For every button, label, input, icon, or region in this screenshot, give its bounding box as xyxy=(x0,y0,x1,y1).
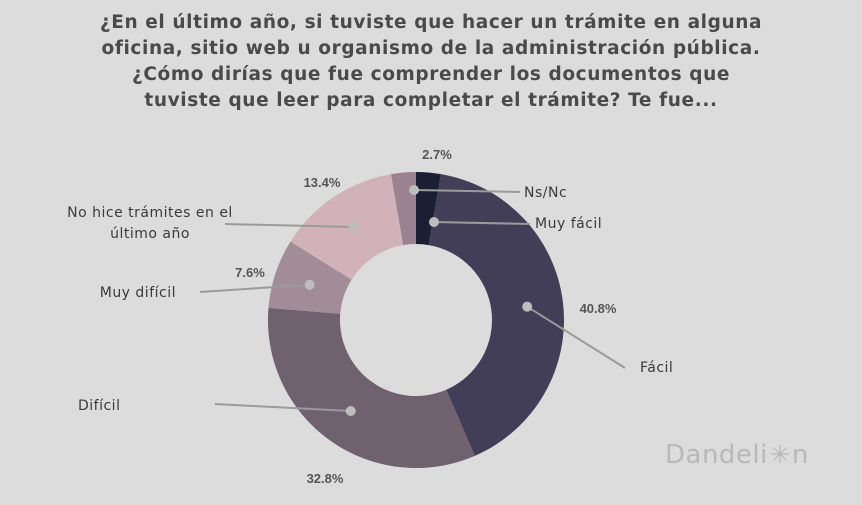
leader-line xyxy=(413,189,521,193)
title-line: oficina, sitio web u organismo de la adm… xyxy=(101,38,761,59)
donut-hole xyxy=(340,244,492,396)
slice-label: Ns/Nc xyxy=(524,185,567,201)
leader-line xyxy=(214,403,351,413)
leader-line xyxy=(199,283,310,293)
leader-dot xyxy=(522,301,533,312)
percent-label: 2.7% xyxy=(422,147,452,162)
title-line: ¿En el último año, si tuviste que hacer … xyxy=(99,12,763,33)
brand-wordmark: Dandeli n xyxy=(665,440,809,470)
leader-dot xyxy=(429,217,439,227)
percent-label: 7.6% xyxy=(235,265,265,280)
slice-label-line: No hice trámites en el xyxy=(67,205,233,221)
slice-label: No hice trámites en el último año xyxy=(67,205,233,242)
title-line: ¿Cómo dirías que fue comprender los docu… xyxy=(132,64,730,85)
donut-slice xyxy=(428,174,565,456)
leader-dot xyxy=(348,221,359,232)
percent-label: 40.8% xyxy=(580,301,617,316)
brand-logo: Dandeli n xyxy=(665,440,809,470)
dandelion-seed-icon xyxy=(770,445,789,463)
leader-line xyxy=(526,305,626,369)
slice-label: Muy difícil xyxy=(100,285,176,301)
percent-label: 13.4% xyxy=(304,175,341,190)
slice-label: Fácil xyxy=(640,360,673,376)
donut-slice xyxy=(268,241,352,314)
leader-line xyxy=(433,221,531,225)
leader-dot xyxy=(409,185,419,195)
leader-dot xyxy=(304,279,315,290)
slice-label: Difícil xyxy=(78,398,120,414)
slice-label-line: último año xyxy=(110,226,190,242)
title-line: tuviste que leer para completar el trámi… xyxy=(144,90,718,111)
slice-label: Muy fácil xyxy=(535,216,602,232)
leader-dot xyxy=(345,406,356,417)
leader-line xyxy=(224,223,354,228)
donut-slice xyxy=(267,307,475,468)
chart-title: ¿En el último año, si tuviste que hacer … xyxy=(40,10,822,114)
percent-label: 32.8% xyxy=(307,471,344,486)
